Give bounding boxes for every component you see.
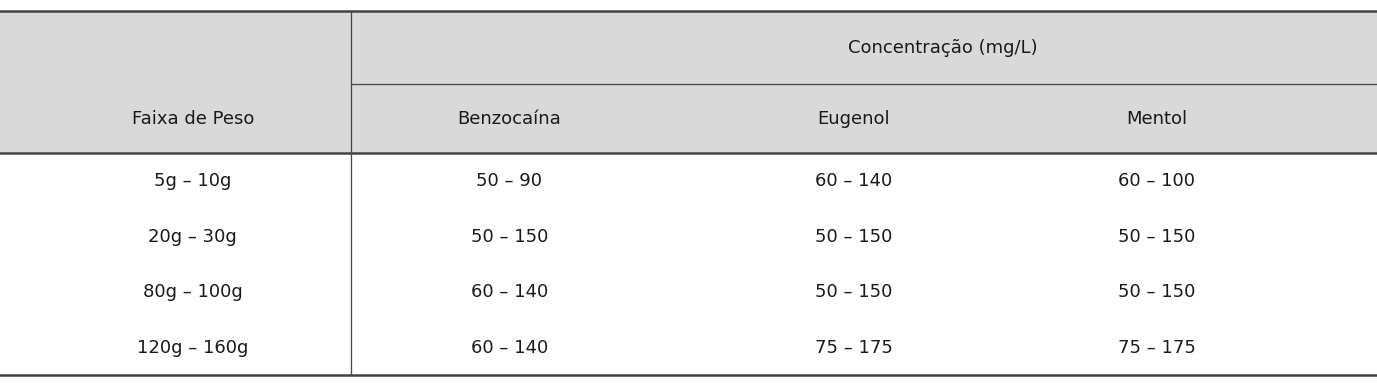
Text: 80g – 100g: 80g – 100g bbox=[143, 283, 242, 301]
Text: 75 – 175: 75 – 175 bbox=[1118, 339, 1195, 357]
Text: 60 – 140: 60 – 140 bbox=[471, 283, 548, 301]
Text: 50 – 150: 50 – 150 bbox=[471, 228, 548, 246]
Text: 120g – 160g: 120g – 160g bbox=[138, 339, 248, 357]
Text: 5g – 10g: 5g – 10g bbox=[154, 172, 231, 190]
Text: 60 – 100: 60 – 100 bbox=[1118, 172, 1195, 190]
Text: 50 – 150: 50 – 150 bbox=[815, 283, 892, 301]
Bar bbox=[0, 153, 1377, 209]
Bar bbox=[0, 209, 1377, 264]
Text: 50 – 150: 50 – 150 bbox=[1118, 283, 1195, 301]
Text: 60 – 140: 60 – 140 bbox=[471, 339, 548, 357]
Text: 75 – 175: 75 – 175 bbox=[815, 339, 892, 357]
Bar bbox=[0, 84, 1377, 153]
Text: Mentol: Mentol bbox=[1126, 110, 1187, 128]
Text: 20g – 30g: 20g – 30g bbox=[149, 228, 237, 246]
Text: 50 – 150: 50 – 150 bbox=[1118, 228, 1195, 246]
Text: 50 – 150: 50 – 150 bbox=[815, 228, 892, 246]
Text: Faixa de Peso: Faixa de Peso bbox=[132, 110, 253, 128]
Text: Benzocaína: Benzocaína bbox=[457, 110, 562, 128]
Bar bbox=[0, 320, 1377, 375]
Bar bbox=[0, 11, 1377, 84]
Text: 60 – 140: 60 – 140 bbox=[815, 172, 892, 190]
Text: 50 – 90: 50 – 90 bbox=[476, 172, 543, 190]
Text: Concentração (mg/L): Concentração (mg/L) bbox=[848, 39, 1038, 57]
Bar bbox=[0, 264, 1377, 320]
Text: Eugenol: Eugenol bbox=[818, 110, 890, 128]
